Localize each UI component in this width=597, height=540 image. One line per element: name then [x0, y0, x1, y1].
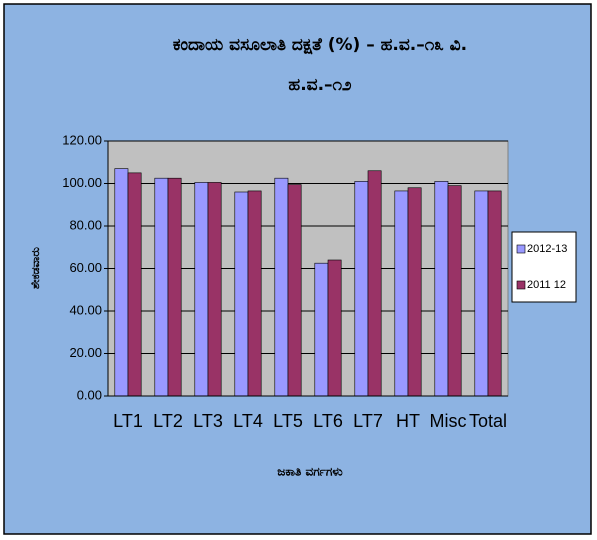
bar: [127, 172, 142, 397]
legend-swatch: [516, 244, 526, 254]
x-tick-label: LT2: [153, 411, 183, 431]
x-tick-label: LT7: [353, 411, 383, 431]
y-axis-label: ಶೇಕಡವಾರು: [29, 247, 42, 289]
x-tick-label: LT3: [193, 411, 223, 431]
x-tick-label: LT6: [313, 411, 343, 431]
x-tick-label: LT5: [273, 411, 303, 431]
legend-swatch: [516, 280, 526, 290]
y-tick-label: 60.00: [69, 260, 102, 275]
bar: [367, 170, 382, 397]
bar: [434, 181, 449, 397]
legend-label: 2012-13: [527, 243, 567, 255]
y-tick-label: 100.00: [62, 175, 102, 190]
bar: [447, 185, 462, 397]
legend-label: 2011 12: [527, 279, 566, 291]
bar: [327, 259, 342, 397]
x-axis-label: ಜಕಾತಿ ವರ್ಗಗಳು: [277, 465, 343, 479]
bar: [394, 190, 409, 397]
x-tick-label: Misc: [430, 411, 467, 431]
x-tick-label: Total: [469, 411, 507, 431]
x-tick-label: LT1: [113, 411, 143, 431]
bar: [274, 177, 289, 397]
legend: [511, 231, 577, 303]
y-tick-label: 40.00: [69, 302, 102, 317]
bar: [114, 168, 129, 397]
chart-title: ಕಂದಾಯ ವಸೂಲಾತಿ ದಕ್ಷತೆ (%) – ಹ.ವ.–೧೩ ವಿ.: [173, 35, 467, 55]
bar: [234, 191, 249, 397]
x-tick-label: LT4: [233, 411, 263, 431]
bar: [287, 184, 302, 397]
bar: [487, 190, 502, 397]
bar: [474, 190, 489, 397]
y-tick-label: 20.00: [69, 345, 102, 360]
bar: [194, 182, 209, 397]
bar: [354, 181, 369, 397]
y-tick-label: 120.00: [62, 132, 102, 147]
bar: [247, 190, 262, 397]
bar: [314, 262, 329, 397]
x-tick-label: HT: [396, 411, 420, 431]
bar: [407, 187, 422, 397]
bar: [167, 177, 182, 397]
bar: [207, 182, 222, 397]
y-tick-label: 0.00: [77, 387, 102, 402]
chart-subtitle: ಹ.ವ.–೧೨: [288, 75, 352, 95]
bar: [154, 177, 169, 397]
y-tick-label: 80.00: [69, 217, 102, 232]
